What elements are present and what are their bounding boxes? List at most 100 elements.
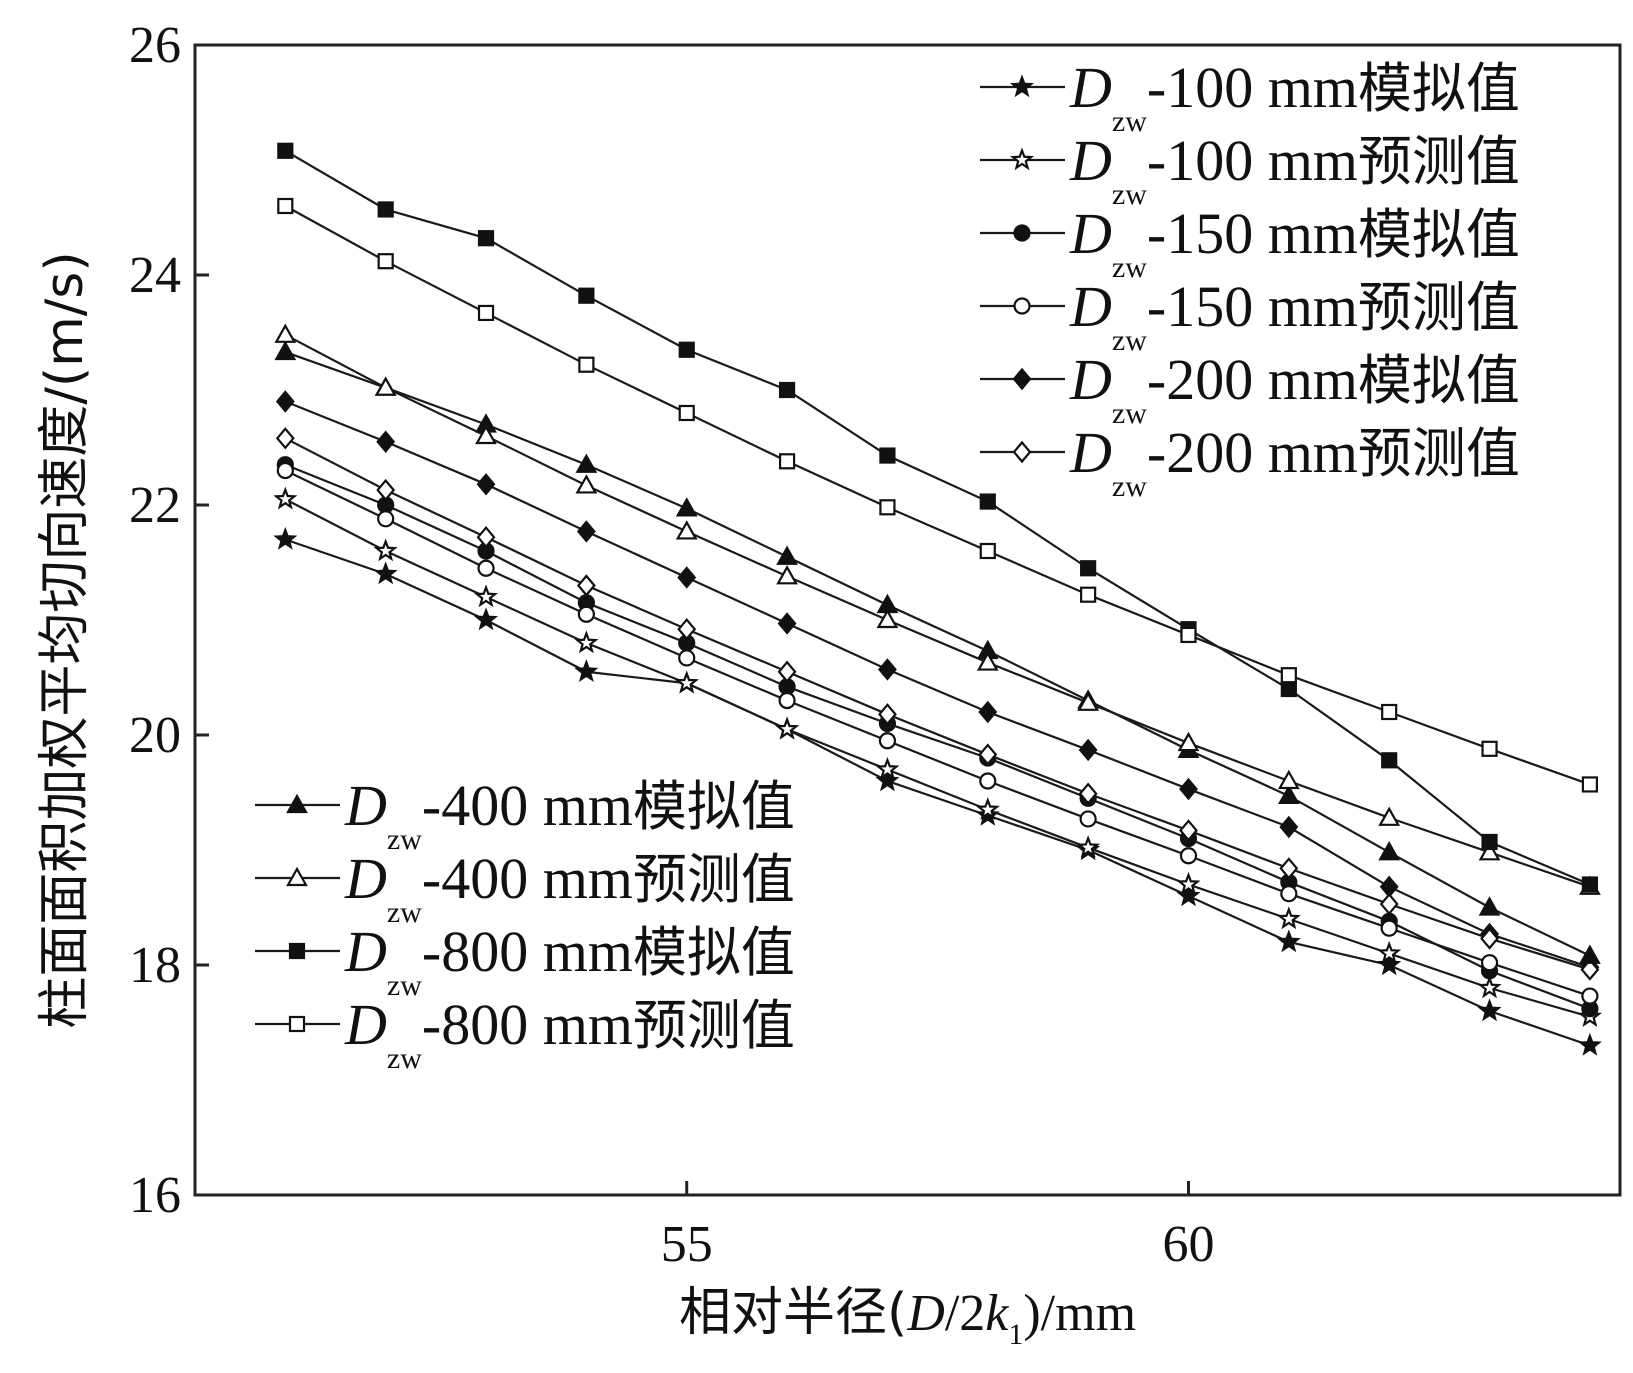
- data-point-9-12: [1481, 740, 1498, 757]
- data-point-8-0: [277, 142, 294, 159]
- x-tick-label-60: 60: [1162, 1216, 1214, 1273]
- x-tick-label-55: 55: [661, 1216, 713, 1273]
- data-point-3-5: [778, 691, 796, 710]
- data-point-0-12: [1477, 998, 1502, 1022]
- data-point-5-11: [1379, 892, 1399, 916]
- y-tick-label-18: 18: [129, 937, 181, 994]
- data-point-8-11: [1381, 752, 1398, 769]
- data-point-5-5: [777, 660, 797, 683]
- data-point-1-4: [674, 670, 699, 694]
- legend-marker-4: [1012, 367, 1032, 391]
- data-point-3-8: [1079, 810, 1097, 828]
- data-point-6-0: [274, 340, 297, 361]
- series-3: [276, 461, 1599, 1005]
- legend-marker-5: [1012, 440, 1032, 464]
- data-point-9-11: [1381, 703, 1398, 721]
- data-point-1-11: [1377, 940, 1402, 964]
- data-point-4-9: [1179, 777, 1198, 801]
- data-point-7-2: [475, 424, 497, 445]
- data-point-9-13: [1581, 776, 1598, 793]
- data-point-7-11: [1378, 806, 1401, 826]
- data-point-9-2: [477, 304, 495, 322]
- data-point-8-10: [1280, 680, 1297, 698]
- data-point-7-5: [776, 565, 798, 585]
- data-point-5-4: [677, 617, 697, 641]
- data-point-9-6: [879, 499, 896, 516]
- data-point-3-6: [878, 732, 897, 750]
- data-point-3-11: [1380, 919, 1398, 937]
- data-point-7-1: [374, 376, 397, 396]
- data-point-1-9: [1176, 871, 1201, 895]
- data-point-3-13: [1581, 987, 1599, 1005]
- data-point-9-0: [277, 197, 294, 215]
- data-point-1-12: [1477, 975, 1502, 999]
- legend-marker-0: [1009, 74, 1035, 98]
- data-point-4-0: [275, 390, 295, 413]
- data-point-5-13: [1580, 958, 1600, 981]
- plot-frame: [193, 43, 1622, 1197]
- series-line-4: [284, 400, 1591, 969]
- data-point-7-8: [1077, 691, 1100, 711]
- data-point-8-2: [477, 230, 495, 247]
- legend-item-8: Dzw-800 mm模拟值: [255, 919, 795, 1002]
- series-line-0: [284, 538, 1591, 1047]
- legend-label-4: Dzw-200 mm模拟值: [1069, 347, 1520, 430]
- data-point-4-4: [677, 566, 697, 589]
- data-point-8-13: [1581, 876, 1598, 893]
- data-point-4-5: [777, 612, 797, 635]
- data-point-6-5: [776, 545, 798, 565]
- data-point-8-12: [1481, 833, 1498, 851]
- legend-marker-8: [288, 942, 306, 960]
- data-point-0-1: [373, 561, 398, 585]
- data-point-3-12: [1480, 954, 1499, 972]
- data-point-0-3: [574, 659, 599, 682]
- data-point-1-2: [474, 584, 499, 608]
- series-line-8: [284, 149, 1591, 886]
- series-line-6: [284, 351, 1591, 957]
- data-point-6-11: [1378, 841, 1401, 861]
- y-tick-label-22: 22: [129, 477, 181, 534]
- data-point-9-4: [678, 404, 695, 422]
- series-line-1: [284, 498, 1591, 1018]
- legend-item-2: Dzw-150 mm模拟值: [980, 201, 1520, 284]
- data-point-0-13: [1577, 1032, 1602, 1056]
- data-point-4-10: [1279, 815, 1299, 839]
- data-point-5-3: [576, 574, 596, 597]
- data-point-7-4: [675, 520, 698, 540]
- data-point-6-13: [1579, 944, 1601, 964]
- legend-label-5: Dzw-200 mm预测值: [1069, 420, 1520, 503]
- legend-label-9: Dzw-800 mm预测值: [344, 992, 795, 1075]
- data-point-1-10: [1276, 906, 1301, 930]
- data-point-8-4: [678, 341, 695, 358]
- data-point-8-1: [377, 201, 394, 218]
- legend-marker-3: [1013, 297, 1031, 315]
- data-point-0-2: [474, 607, 499, 631]
- data-point-4-2: [476, 473, 496, 496]
- data-point-8-3: [578, 287, 595, 304]
- legend-item-4: Dzw-200 mm模拟值: [980, 347, 1520, 430]
- data-point-5-12: [1480, 927, 1499, 950]
- legend-marker-9: [288, 1015, 306, 1033]
- data-point-9-8: [1080, 586, 1097, 603]
- series-9: [277, 197, 1598, 793]
- data-point-9-7: [979, 542, 996, 560]
- data-point-0-0: [273, 526, 298, 550]
- data-point-9-1: [377, 253, 394, 270]
- legend-marker-6: [286, 793, 308, 814]
- data-point-7-12: [1478, 841, 1501, 861]
- series-8: [277, 142, 1598, 893]
- data-point-5-9: [1179, 819, 1198, 842]
- y-tick-label-16: 16: [129, 1167, 181, 1224]
- data-point-5-7: [978, 743, 998, 766]
- data-point-1-0: [273, 486, 298, 510]
- data-point-8-6: [879, 447, 896, 464]
- series-line-3: [284, 469, 1591, 998]
- legend-item-1: Dzw-100 mm预测值: [980, 128, 1520, 211]
- data-point-3-4: [678, 649, 696, 667]
- data-point-3-7: [979, 772, 997, 790]
- data-point-6-3: [575, 453, 598, 473]
- data-point-6-10: [1277, 784, 1300, 805]
- data-point-7-7: [976, 651, 999, 671]
- legend-label-3: Dzw-150 mm预测值: [1069, 274, 1520, 357]
